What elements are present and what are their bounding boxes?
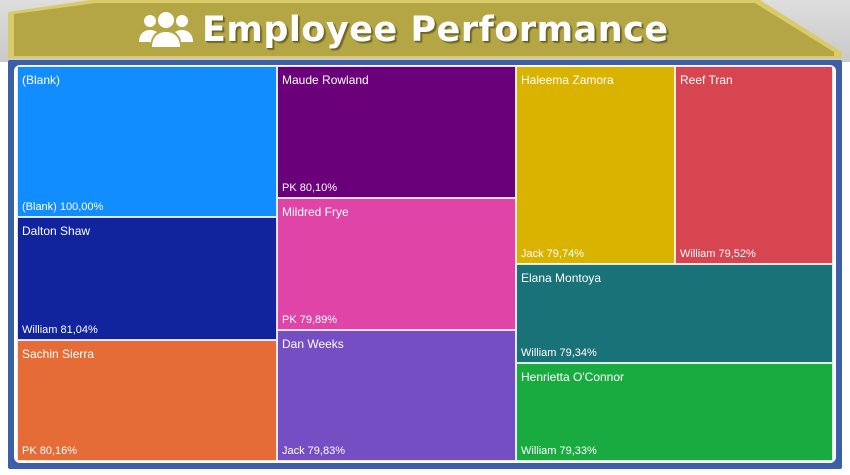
tile-value-label: PK 80,16% <box>22 445 78 457</box>
page-title: Employee Performance <box>202 10 669 50</box>
tile-name-label: Henrietta O'Connor <box>521 370 625 384</box>
treemap-tile[interactable]: Haleema Zamora Jack 79,74% <box>516 66 675 264</box>
treemap-tile[interactable]: Dalton Shaw William 81,04% <box>17 217 277 340</box>
tile-value-label: Jack 79,83% <box>282 445 345 457</box>
tile-value-label: PK 79,89% <box>282 314 338 326</box>
tile-value-label: PK 80,10% <box>282 182 338 194</box>
tile-name-label: Reef Tran <box>680 73 733 87</box>
tile-value-label: William 79,52% <box>680 248 756 260</box>
tile-value-label: (Blank) 100,00% <box>22 201 104 213</box>
treemap-chart: (Blank) (Blank) 100,00% Dalton Shaw William… <box>17 66 833 461</box>
treemap-tile[interactable]: (Blank) (Blank) 100,00% <box>17 66 277 217</box>
tile-name-label: Maude Rowland <box>282 73 369 87</box>
tile-value-label: William 79,33% <box>521 445 597 457</box>
treemap-tile[interactable]: Elana Montoya William 79,34% <box>516 264 833 363</box>
treemap-tile[interactable]: Maude Rowland PK 80,10% <box>277 66 516 198</box>
tile-name-label: Mildred Frye <box>282 205 349 219</box>
tile-name-label: Dalton Shaw <box>22 224 91 238</box>
treemap-tile[interactable]: Sachin Sierra PK 80,16% <box>17 340 277 461</box>
treemap-tile[interactable]: Henrietta O'Connor William 79,33% <box>516 363 833 461</box>
treemap-tile[interactable]: Dan Weeks Jack 79,83% <box>277 330 516 461</box>
tile-name-label: Dan Weeks <box>282 337 344 351</box>
tile-name-label: (Blank) <box>22 73 61 87</box>
tile-value-label: William 81,04% <box>22 324 98 336</box>
users-icon <box>139 12 193 47</box>
treemap-tile[interactable]: Reef Tran William 79,52% <box>675 66 833 264</box>
tile-name-label: Haleema Zamora <box>521 73 614 87</box>
tile-name-label: Sachin Sierra <box>22 347 95 361</box>
tile-value-label: William 79,34% <box>521 347 597 359</box>
title-banner <box>8 0 842 58</box>
tile-name-label: Elana Montoya <box>521 271 602 285</box>
title-area: Employee Performance <box>138 8 669 52</box>
treemap-tile[interactable]: Mildred Frye PK 79,89% <box>277 198 516 330</box>
tile-value-label: Jack 79,74% <box>521 248 584 260</box>
